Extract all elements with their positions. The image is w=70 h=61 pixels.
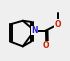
Text: N: N (31, 26, 38, 35)
Text: O: O (55, 20, 61, 29)
Text: O: O (43, 41, 50, 50)
